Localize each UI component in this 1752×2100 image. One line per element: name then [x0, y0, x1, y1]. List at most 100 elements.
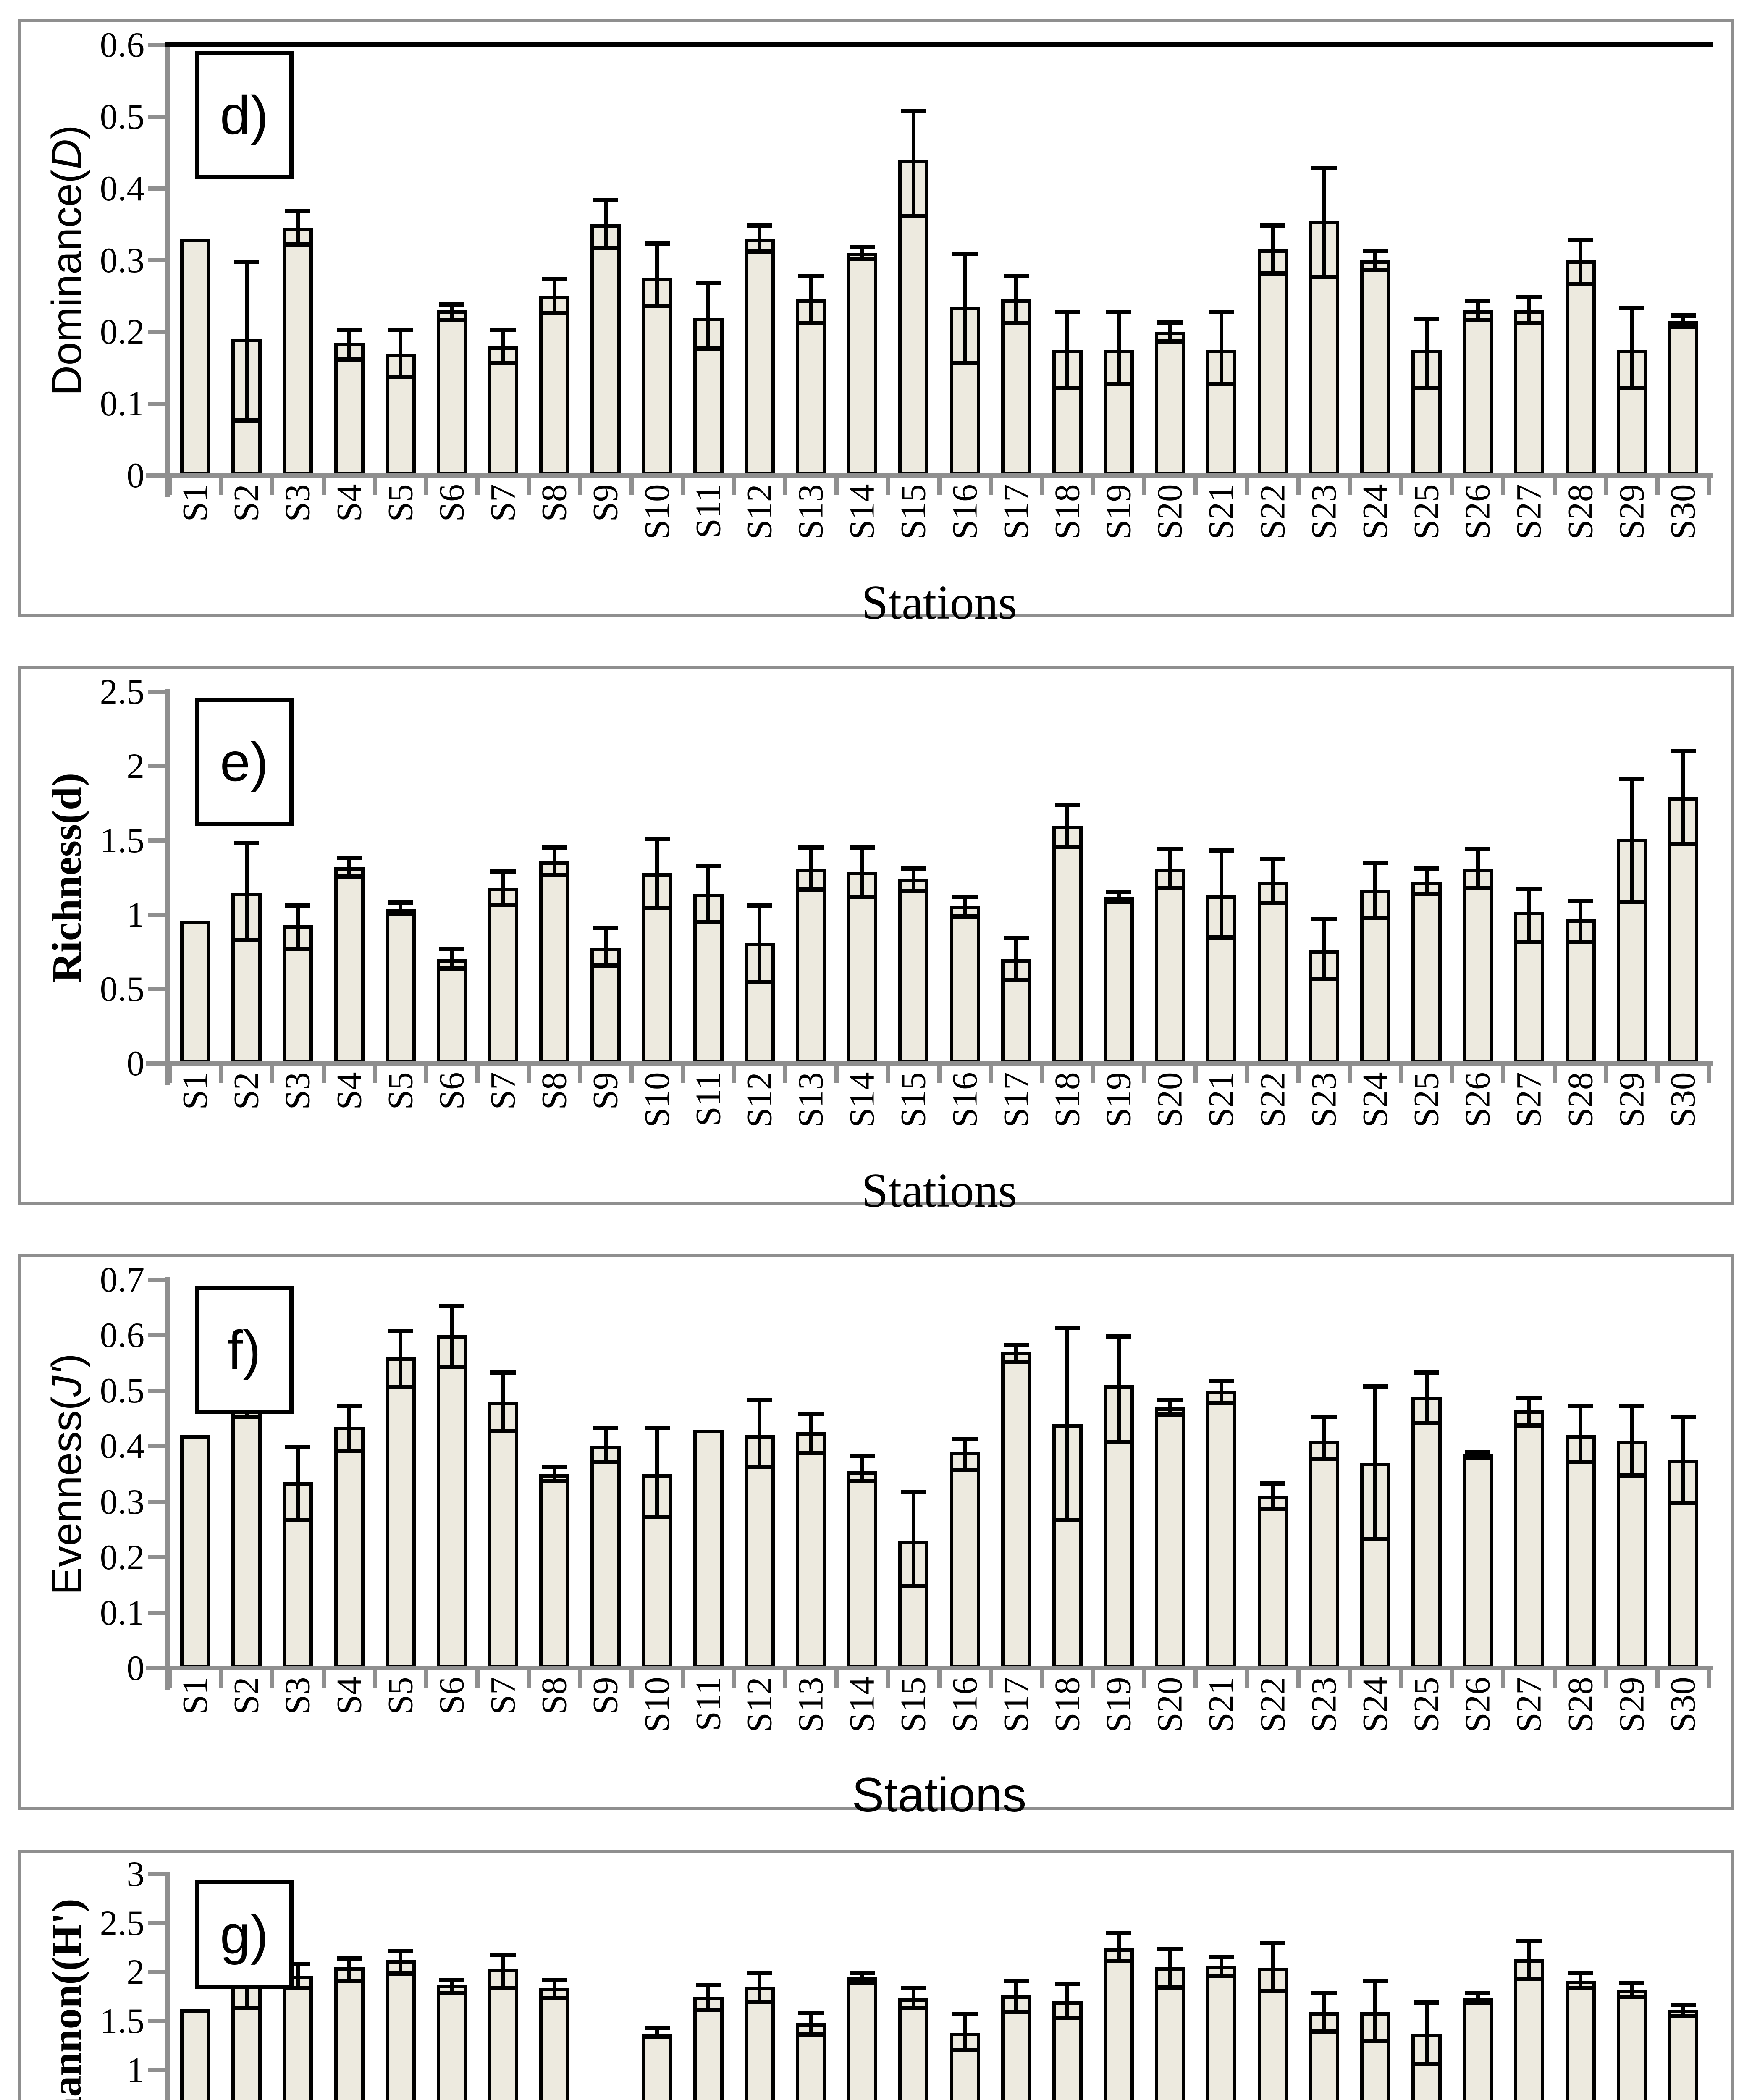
x-tick-label-S20: S20 [1150, 1072, 1190, 1128]
x-tick [1142, 477, 1147, 495]
error-bar-cap-top [1362, 248, 1388, 253]
error-bar-cap-top [952, 894, 978, 899]
y-tick [148, 1610, 167, 1615]
y-tick [148, 1499, 167, 1504]
error-bar-cap-bottom [1414, 2062, 1440, 2066]
error-bar-cap-top [747, 223, 772, 228]
x-tick-label-S15: S15 [893, 1072, 933, 1128]
bar-S14 [847, 253, 878, 475]
bar-S29 [1616, 1990, 1647, 2100]
x-tick-label-S17: S17 [996, 484, 1036, 540]
error-bar-cap-top [1670, 749, 1696, 753]
error-bar-cap-top [1260, 857, 1285, 862]
plot-area [146, 1277, 1713, 1690]
x-tick [321, 1065, 326, 1083]
bar-S4 [334, 1967, 365, 2100]
error-bar-cap-bottom [490, 1429, 516, 1433]
y-tick [148, 1666, 167, 1670]
bar-S19 [1104, 897, 1134, 1063]
x-tick-label-S5: S5 [380, 1677, 420, 1715]
error-bar-cap-bottom [336, 357, 362, 362]
error-bar-S9 [603, 927, 608, 967]
error-bar-cap-bottom [850, 1980, 875, 1985]
x-tick-label-S8: S8 [534, 484, 574, 522]
bar-S8 [539, 861, 570, 1063]
x-tick [1450, 1065, 1455, 1083]
y-tick-label: 0.2 [100, 312, 144, 352]
x-tick [424, 1670, 428, 1688]
error-bar-cap-bottom [1106, 382, 1132, 387]
error-bar-cap-bottom [1670, 2013, 1696, 2018]
error-bar-S19 [1117, 1335, 1121, 1444]
error-bar-S24 [1373, 861, 1377, 919]
bar-S26 [1463, 869, 1493, 1063]
y-tick-label: 0.5 [100, 1371, 144, 1411]
error-bar-S18 [1065, 803, 1070, 848]
x-tick-label-S13: S13 [791, 1072, 831, 1128]
error-bar-S22 [1271, 1482, 1275, 1510]
x-tick [1655, 1670, 1660, 1688]
x-tick [886, 1065, 890, 1083]
y-tick-label: 2 [126, 746, 145, 786]
error-bar-cap-top [1106, 1334, 1132, 1339]
x-tick [732, 477, 736, 495]
bar-S26 [1463, 310, 1493, 475]
error-bar-S26 [1476, 848, 1480, 890]
x-tick-label-S6: S6 [432, 484, 472, 522]
error-bar-S22 [1271, 1942, 1275, 1993]
error-bar-cap-top [1465, 1450, 1491, 1454]
x-tick [424, 1065, 428, 1083]
x-tick [270, 1670, 275, 1688]
x-tick [219, 477, 223, 495]
x-tick-label-S24: S24 [1355, 484, 1395, 540]
error-bar-cap-top [1670, 2003, 1696, 2007]
error-bar-S27 [1527, 296, 1531, 325]
panel-letter-box: d) [195, 51, 294, 179]
error-bar-cap-top [901, 1490, 926, 1494]
error-bar-cap-top [285, 209, 311, 213]
x-tick [1347, 1670, 1352, 1688]
bar-S1 [180, 1435, 211, 1668]
error-bar-S24 [1373, 249, 1377, 271]
x-tick [783, 1670, 787, 1688]
error-bar-S29 [1630, 1404, 1634, 1477]
bar-S7 [488, 888, 519, 1063]
bar-S20 [1155, 1407, 1185, 1668]
error-bar-cap-bottom [1670, 1501, 1696, 1506]
x-tick-label-S21: S21 [1201, 1677, 1241, 1732]
error-bar-S27 [1527, 1940, 1531, 1980]
error-bar-S3 [296, 210, 300, 246]
x-tick-label-S5: S5 [380, 484, 420, 522]
error-bar-cap-bottom [747, 979, 772, 984]
x-tick [424, 477, 428, 495]
error-bar-S27 [1527, 1396, 1531, 1427]
error-bar-cap-bottom [798, 2032, 824, 2037]
error-bar-cap-top [1209, 310, 1234, 314]
y-tick [148, 764, 167, 768]
bar-S3 [283, 228, 313, 475]
x-tick-label-S25: S25 [1406, 1072, 1446, 1128]
error-bar-S17 [1014, 937, 1018, 982]
x-tick-label-S11: S11 [688, 1677, 728, 1731]
error-bar-S26 [1476, 1451, 1480, 1459]
x-tick-label-S18: S18 [1047, 484, 1087, 540]
x-axis-line [146, 1666, 1713, 1670]
y-tick [148, 1921, 167, 1925]
panel-letter-box: g) [195, 1880, 294, 1989]
error-bar-S21 [1219, 1955, 1223, 1977]
error-bar-S3 [296, 904, 300, 950]
error-bar-cap-bottom [1157, 886, 1183, 890]
x-tick [1296, 1670, 1301, 1688]
x-tick [270, 477, 275, 495]
error-bar-cap-bottom [542, 1479, 567, 1483]
error-bar-S8 [552, 1979, 556, 2000]
error-bar-cap-top [1516, 295, 1542, 299]
error-bar-cap-top [1209, 1954, 1234, 1959]
x-tick-label-S4: S4 [329, 1072, 369, 1110]
error-bar-cap-top [1619, 1981, 1644, 1985]
x-tick [578, 1065, 582, 1083]
error-bar-cap-top [285, 903, 311, 908]
x-tick [527, 1670, 531, 1688]
error-bar-S28 [1579, 239, 1583, 286]
error-bar-cap-top [388, 327, 413, 332]
